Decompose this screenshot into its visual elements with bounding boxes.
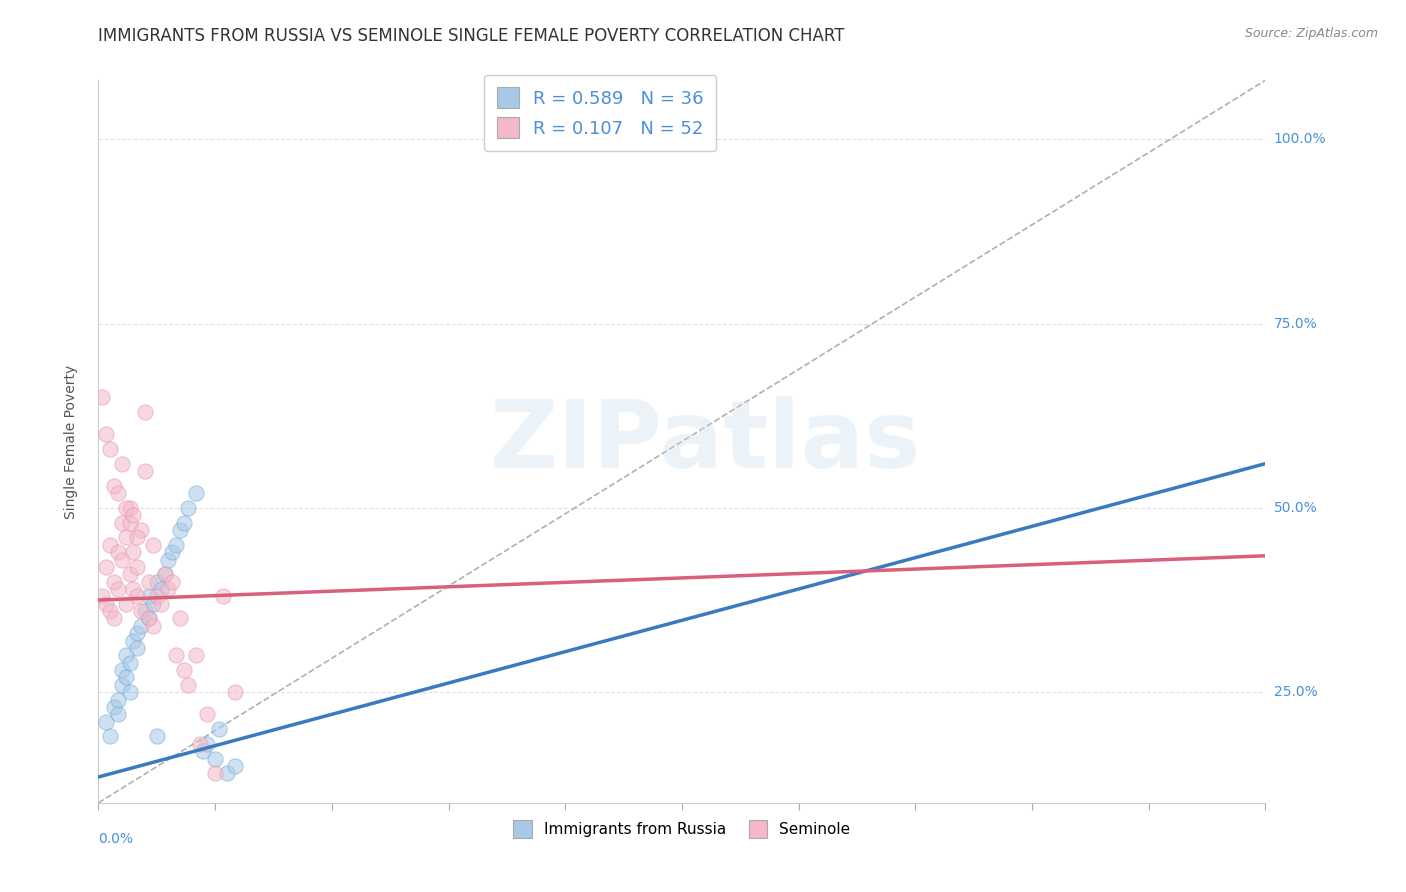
Point [96,427,118,442]
Legend: Immigrants from Russia, Seminole: Immigrants from Russia, Seminole [506,813,858,846]
Text: 50.0%: 50.0% [1274,501,1317,515]
Point [134,405,156,419]
Point [215,766,238,780]
Point [134,604,156,618]
Point [111,552,134,566]
Text: ZIPatlas: ZIPatlas [489,395,921,488]
Point [127,560,149,574]
Point [103,574,125,589]
Point [142,597,165,611]
Point [127,626,149,640]
Point [153,567,176,582]
Point [193,744,215,758]
Y-axis label: Single Female Poverty: Single Female Poverty [63,365,77,518]
Point [177,678,200,692]
Point [114,648,136,663]
Point [91,390,114,404]
Point [173,516,195,530]
Point [91,590,114,604]
Point [122,508,145,523]
Point [127,640,149,655]
Point [129,523,152,537]
Point [98,730,121,744]
Point [118,567,141,582]
Point [118,516,141,530]
Point [204,766,226,780]
Point [146,730,169,744]
Point [114,500,136,515]
Point [184,648,207,663]
Point [107,545,129,559]
Point [169,611,191,625]
Point [111,516,134,530]
Point [107,582,129,596]
Point [157,582,180,596]
Point [114,530,136,544]
Point [129,604,152,618]
Point [212,590,235,604]
Point [157,552,180,566]
Point [98,604,121,618]
Point [165,538,187,552]
Point [127,530,149,544]
Point [169,523,191,537]
Point [114,670,136,684]
Point [107,486,129,500]
Point [224,759,246,773]
Point [188,737,211,751]
Point [138,590,160,604]
Point [184,486,207,500]
Point [98,538,121,552]
Text: 25.0%: 25.0% [1274,685,1317,699]
Point [118,656,141,670]
Point [98,442,121,456]
Point [149,582,172,596]
Point [103,479,125,493]
Point [138,574,160,589]
Point [111,457,134,471]
Point [173,663,195,677]
Point [118,685,141,699]
Point [208,722,231,736]
Point [149,597,172,611]
Point [114,597,136,611]
Text: 0.0%: 0.0% [98,831,134,846]
Point [96,560,118,574]
Point [111,663,134,677]
Text: IMMIGRANTS FROM RUSSIA VS SEMINOLE SINGLE FEMALE POVERTY CORRELATION CHART: IMMIGRANTS FROM RUSSIA VS SEMINOLE SINGL… [98,27,845,45]
Point [138,611,160,625]
Point [162,545,184,559]
Text: Source: ZipAtlas.com: Source: ZipAtlas.com [1244,27,1378,40]
Point [103,611,125,625]
Point [107,692,129,706]
Text: 75.0%: 75.0% [1274,317,1317,331]
Point [122,633,145,648]
Point [129,619,152,633]
Point [146,574,169,589]
Point [204,751,226,765]
Point [96,714,118,729]
Point [142,538,165,552]
Point [122,545,145,559]
Point [195,737,218,751]
Point [165,648,187,663]
Point [224,685,246,699]
Text: 100.0%: 100.0% [1274,132,1326,146]
Point [177,500,200,515]
Point [162,574,184,589]
Point [134,464,156,478]
Point [107,707,129,722]
Point [118,500,141,515]
Point [142,619,165,633]
Point [103,700,125,714]
Point [195,707,218,722]
Point [96,597,118,611]
Point [122,582,145,596]
Point [153,567,176,582]
Point [138,611,160,625]
Point [146,590,169,604]
Point [111,678,134,692]
Point [127,590,149,604]
